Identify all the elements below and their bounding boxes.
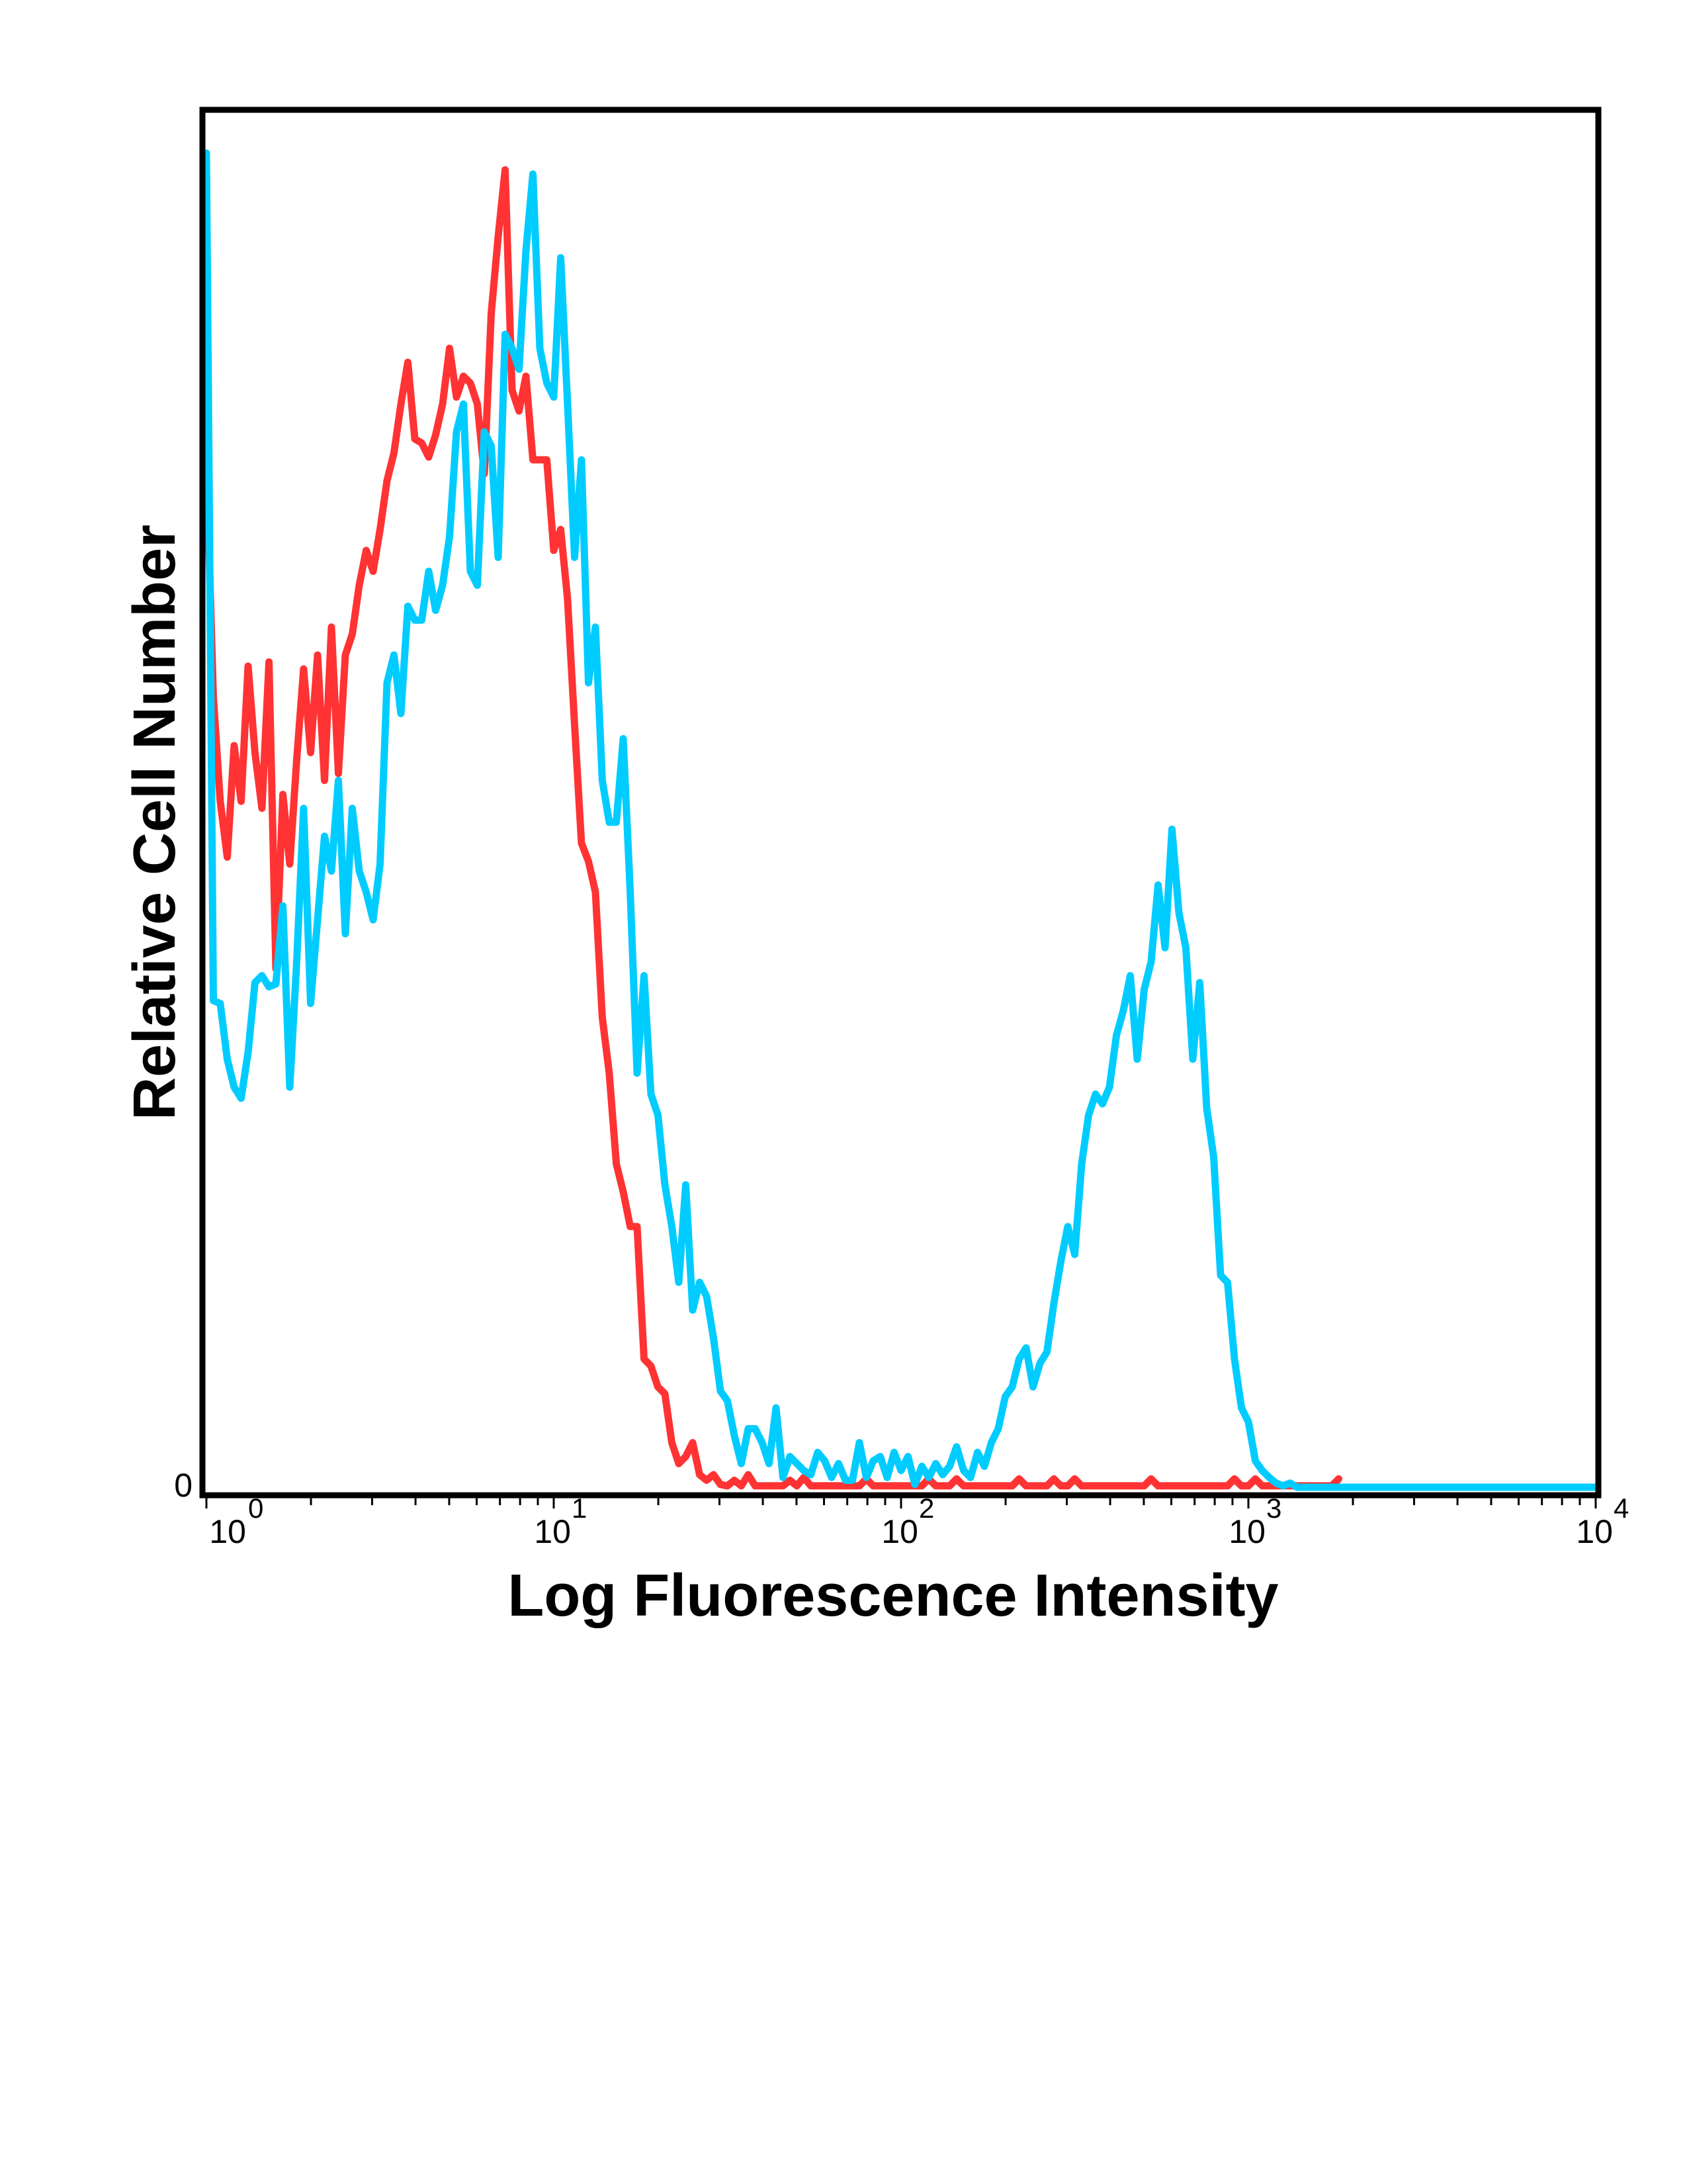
x-tick-label-base: 10 [534,1513,571,1550]
series-layer [202,149,1600,1491]
x-tick-label-base: 10 [1229,1513,1266,1550]
x-tick-label-base: 10 [209,1513,246,1550]
x-tick-label-base: 10 [1576,1513,1613,1550]
x-tick-label-exponent: 4 [1614,1493,1629,1524]
series-line-1 [202,149,1600,1491]
x-axis-title: Log Fluorescence Intensity [507,1563,1278,1629]
x-tick-label-exponent: 3 [1266,1493,1281,1524]
series-line-0 [202,166,1342,1490]
x-tick-label-exponent: 0 [248,1493,263,1524]
y-axis-title: Relative Cell Number [122,525,188,1120]
y-tick-label-0: 0 [174,1467,193,1504]
x-tick-label-base: 10 [881,1513,918,1550]
x-tick-label-exponent: 1 [572,1493,587,1524]
x-tick-label-exponent: 2 [919,1493,934,1524]
plot-frame [199,107,1602,1499]
